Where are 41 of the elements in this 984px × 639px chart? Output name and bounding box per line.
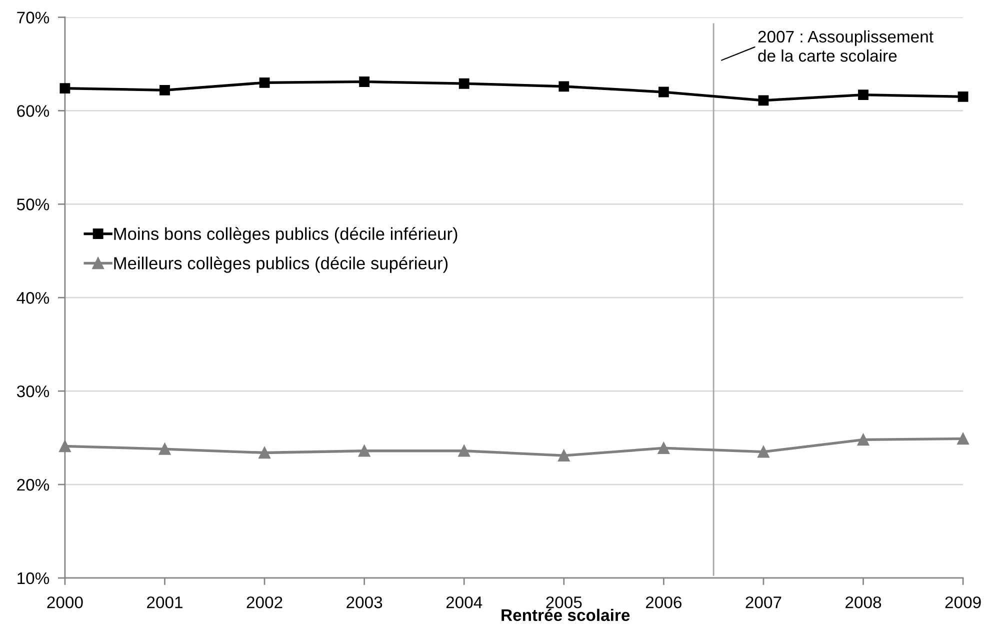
point [558,450,570,462]
point [358,444,370,457]
point [857,434,870,446]
x-tick-label: 2006 [646,596,682,608]
point [59,440,71,452]
point [258,446,270,459]
y-tick-label: 70% [17,12,50,24]
point [158,443,171,455]
point [60,83,70,94]
legend-label: Moins bons collèges publics (décile inférieur) [114,227,458,244]
x-tick-label: 2008 [846,596,882,608]
point [458,78,470,89]
point [957,432,969,445]
y-tick-label: 10% [18,572,50,584]
point [858,90,868,100]
point [658,86,669,98]
point [259,77,270,88]
x-tick-label: 2001 [147,596,182,608]
point [359,76,370,87]
ref-line-label: 2007 : Assouplissement de la carte scolaire [758,30,934,62]
x-tick-label: 2003 [346,596,382,608]
y-tick-label: 40% [16,292,50,304]
y-tick-label: 50% [16,198,50,210]
point [958,91,968,102]
x-tick-label: 2002 [246,596,282,608]
point [558,81,570,92]
legend-label: Meilleurs collèges publics (décile supérieur) [114,256,448,273]
point [758,95,769,106]
x-tick-label: 2004 [446,596,482,608]
point [658,442,670,454]
x-tick-label: 2009 [945,596,981,608]
x-axis-title: Rentrée scolaire [502,608,630,622]
y-tick-label: 60% [17,105,50,117]
y-tick-label: 30% [16,385,50,398]
x-tick-label: 2000 [47,596,83,608]
y-tick-label: 20% [17,478,50,491]
point [160,84,170,96]
x-tick-label: 2005 [546,596,582,608]
point [458,444,470,457]
point [758,446,770,458]
x-tick-label: 2007 [746,596,782,608]
